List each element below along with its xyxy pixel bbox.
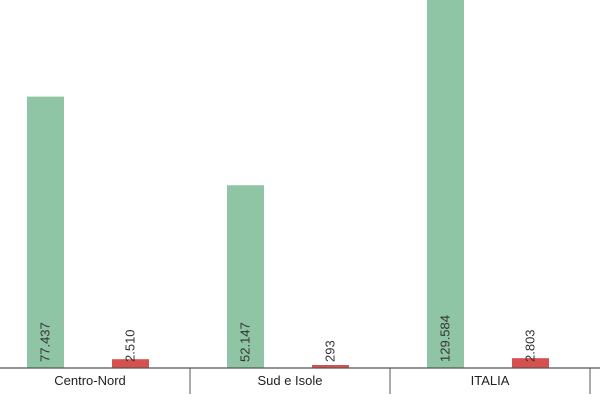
category-label-sud-e-isole: Sud e Isole <box>257 373 322 388</box>
data-label-series1-centro-nord: 77.437 <box>38 322 53 362</box>
bar-series1-italia <box>427 0 464 369</box>
bar-series1-centro-nord <box>27 96 64 369</box>
data-label-series1-italia: 129.584 <box>438 315 453 362</box>
category-label-italia: ITALIA <box>471 373 510 388</box>
data-label-series1-sud-e-isole: 52.147 <box>238 322 253 362</box>
data-label-series2-sud-e-isole: 293 <box>323 340 338 362</box>
category-label-centro-nord: Centro-Nord <box>54 373 126 388</box>
data-label-series2-italia: 2.803 <box>523 329 538 362</box>
bar-series2-centro-nord <box>112 359 149 368</box>
data-label-series2-centro-nord: 2.510 <box>123 329 138 362</box>
bar-series1-sud-e-isole <box>227 185 264 368</box>
bar-series2-italia <box>512 358 549 368</box>
bar-series2-sud-e-isole <box>312 365 349 368</box>
